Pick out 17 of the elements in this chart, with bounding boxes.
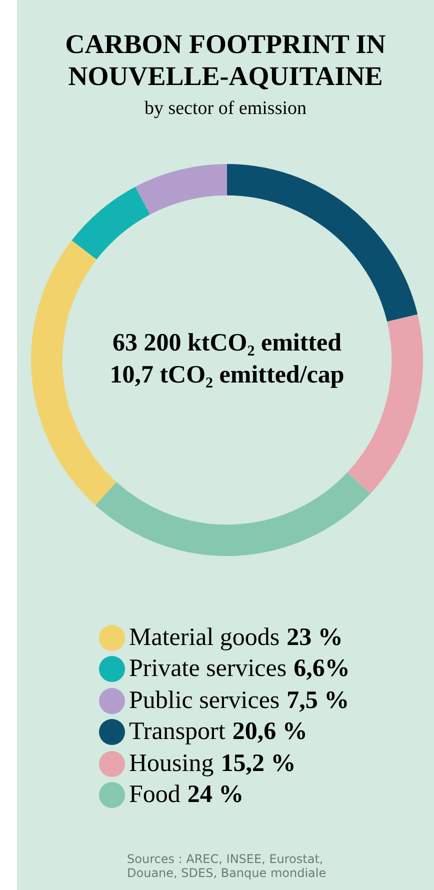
chart-subtitle: by sector of emission <box>143 98 308 120</box>
data-label: 15,2 % <box>220 750 296 778</box>
text: 10,7 tCO₂ emitted/cap <box>110 361 344 388</box>
data-label: 7,5 % <box>286 686 350 715</box>
text: 63 200 ktCO₂ emitted <box>112 329 342 356</box>
source-note: Sources : AREC, INSEE, Eurostat, Douane, SDES, Banque mondiale <box>127 852 328 880</box>
chart-title: CARBON FOOTPRINT IN NOUVELLE-AQUITAINE <box>64 28 387 92</box>
legend-label: Housing <box>129 750 214 778</box>
data-label: 6,6% <box>294 655 350 684</box>
legend-label: Material goods <box>129 624 280 652</box>
legend-label: Public services <box>129 686 280 715</box>
data-label: 23 % <box>286 624 343 652</box>
legend-label: Private services <box>129 655 287 684</box>
legend-label: Food <box>129 781 180 810</box>
data-label: 24 % <box>187 781 244 810</box>
data-label: 20,6 % <box>232 718 308 746</box>
legend-label: Transport <box>129 718 226 746</box>
